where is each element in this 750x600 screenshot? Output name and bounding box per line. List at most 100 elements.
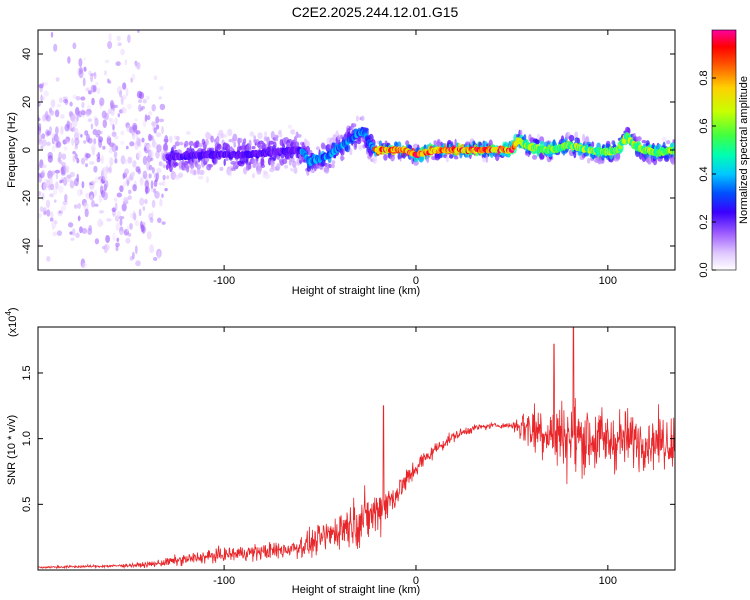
spectrogram-cell (67, 56, 71, 64)
spectrogram-cell (151, 104, 156, 112)
spectrogram-cell (112, 124, 115, 131)
spectrogram-cell (142, 98, 147, 104)
spectrogram-cell (38, 123, 42, 132)
spectrogram-cell (148, 111, 153, 116)
spectrogram-cell (69, 171, 75, 177)
spectrogram-x-tick-label: 0 (413, 275, 419, 287)
spectrogram-cell (151, 211, 154, 218)
spectrogram-cell (41, 164, 47, 169)
spectrogram-cell (102, 191, 109, 201)
spectrogram-cell (454, 156, 459, 160)
spectrogram-cell (88, 225, 92, 231)
spectrogram-y-tick-label: 20 (21, 96, 33, 108)
spectrogram-cell (257, 132, 263, 140)
snr-frame (37, 326, 676, 571)
spectrogram-cell (210, 135, 214, 143)
spectrogram-cell (105, 180, 109, 189)
spectrogram-cell (342, 148, 345, 156)
spectrogram-cell (331, 160, 336, 165)
spectrogram-cell (102, 173, 108, 182)
spectrogram-cell (184, 140, 189, 147)
spectrogram-cell (156, 167, 162, 174)
spectrogram-cell (117, 113, 121, 118)
spectrogram-cell (290, 167, 294, 172)
spectrogram-cell (615, 152, 621, 161)
spectrogram-cell (94, 238, 100, 245)
spectrogram-cell (114, 117, 118, 126)
spectrogram-cell (65, 138, 70, 144)
spectrogram-cell (81, 157, 85, 165)
spectrogram-cell (50, 211, 54, 219)
spectrogram-cell (146, 144, 152, 148)
snr-marks (38, 327, 675, 570)
spectrogram-cell (120, 130, 125, 136)
spectrogram-cell (41, 133, 46, 140)
spectrogram-cell (252, 173, 255, 179)
spectrogram-cell (252, 163, 257, 169)
spectrogram-cell (64, 193, 68, 203)
snr-y-tick-label: 1.0 (21, 431, 33, 446)
spectrogram-cell (94, 203, 99, 207)
spectrogram-cell (55, 126, 59, 135)
spectrogram-y-label: Frequency (Hz) (6, 112, 18, 188)
spectrogram-cell (148, 164, 153, 171)
spectrogram-cell (232, 133, 238, 142)
spectrogram-cell (586, 157, 591, 164)
spectrogram-cell (356, 136, 362, 145)
spectrogram-cell (155, 172, 160, 181)
spectrogram-cell (293, 167, 298, 174)
spectrogram-cell (104, 112, 109, 120)
spectrogram-cell (273, 141, 277, 149)
colorbar-gradient (711, 29, 737, 271)
spectrogram-cell (156, 124, 160, 130)
spectrogram-cell (120, 48, 125, 56)
spectrogram-cell (85, 163, 88, 168)
spectrogram-cell (162, 174, 166, 181)
spectrogram-cell (153, 257, 158, 261)
spectrogram-y-tick-label: 0 (21, 147, 33, 153)
spectrogram-cell (174, 141, 180, 147)
spectrogram-cell (144, 180, 150, 189)
spectrogram-cell (151, 167, 155, 174)
spectrogram-cell (132, 251, 135, 260)
spectrogram-cell (56, 103, 62, 108)
spectrogram-cell (287, 124, 292, 129)
spectrogram-cell (355, 115, 359, 122)
spectrogram-cell (216, 138, 220, 143)
spectrogram-cell (178, 172, 184, 178)
spectrogram-cell (134, 220, 140, 227)
spectrogram-cell (573, 149, 577, 159)
spectrogram-cell (186, 130, 191, 136)
spectrogram-cell (65, 16, 69, 21)
spectrogram-cell (69, 231, 73, 235)
spectrogram-cell (77, 203, 81, 209)
spectrogram-cell (72, 94, 77, 100)
snr-x-tick-label: -100 (213, 575, 235, 587)
spectrogram-cell (433, 140, 437, 145)
spectrogram-cell (138, 99, 142, 103)
spectrogram-cell (169, 135, 173, 143)
spectrogram-cell (161, 193, 164, 198)
spectrogram-cell (193, 169, 197, 176)
spectrogram-cell (164, 187, 168, 192)
spectrogram-cell (100, 155, 104, 164)
spectrogram-cell (158, 182, 164, 186)
spectrogram-cell (114, 135, 119, 140)
spectrogram-cell (124, 168, 129, 175)
spectrogram-cell (84, 208, 89, 218)
spectrogram-cell (122, 181, 127, 188)
spectrogram-cell (45, 114, 51, 122)
spectrogram-cell (124, 159, 128, 164)
spectrogram-cell (80, 189, 83, 195)
spectrogram-cell (71, 119, 78, 128)
spectrogram-cell (135, 130, 141, 135)
spectrogram-cell (353, 142, 358, 151)
spectrogram-cell (141, 105, 146, 110)
spectrogram-cell (51, 170, 55, 176)
spectrogram-cell (56, 138, 60, 148)
spectrogram-cell (288, 138, 292, 144)
spectrogram-cell (340, 156, 345, 161)
spectrogram-cell (107, 41, 113, 49)
spectrogram-cell (109, 118, 115, 127)
chart-title: C2E2.2025.244.12.01.G15 (292, 4, 459, 20)
